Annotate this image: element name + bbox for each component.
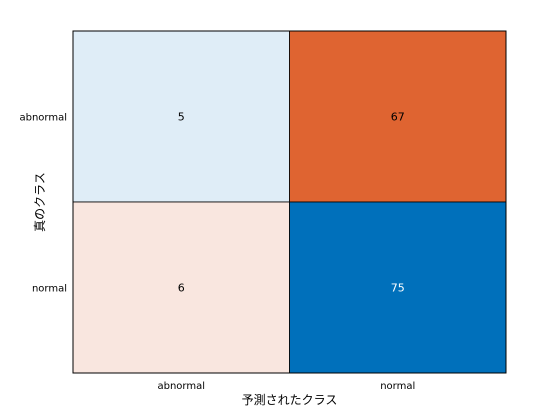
cell-normal-normal — [289, 201, 507, 374]
cell-normal-abnormal — [72, 201, 290, 374]
cell-value-label: 6 — [178, 282, 185, 295]
cell-value-labels: 5 67 6 75 — [178, 111, 405, 295]
x-tick-labels: abnormal normal — [157, 381, 415, 392]
x-tick-label: abnormal — [157, 381, 205, 392]
cell-value-label: 75 — [391, 282, 405, 295]
cell-value-label: 5 — [178, 111, 185, 124]
y-tick-labels: abnormal normal — [19, 113, 67, 295]
cell-group — [72, 30, 507, 374]
y-axis-label: 真のクラス — [33, 172, 47, 232]
cell-abnormal-normal — [289, 30, 507, 203]
y-tick-label: normal — [32, 284, 67, 295]
x-axis-label: 予測されたクラス — [242, 393, 338, 407]
y-tick-label: abnormal — [19, 113, 67, 124]
x-tick-label: normal — [380, 381, 415, 392]
plot-frame — [72, 30, 507, 374]
cell-abnormal-abnormal — [72, 30, 290, 203]
cell-value-label: 67 — [391, 111, 405, 124]
